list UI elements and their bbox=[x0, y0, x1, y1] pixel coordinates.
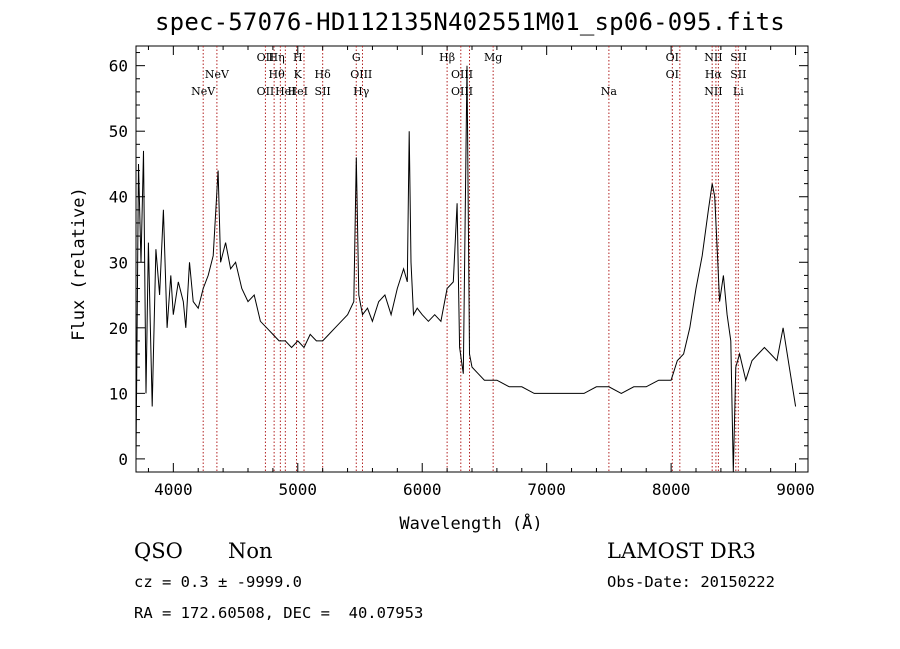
y-tick-label: 20 bbox=[109, 319, 128, 338]
chart-title: spec-57076-HD112135N402551M01_sp06-095.f… bbox=[155, 8, 785, 36]
x-tick-label: 7000 bbox=[527, 480, 566, 499]
plot-border bbox=[135, 45, 809, 473]
x-tick-label: 5000 bbox=[279, 480, 318, 499]
emission-line-label: HeI bbox=[288, 85, 308, 98]
emission-line-label: K bbox=[294, 68, 303, 81]
survey-label: LAMOST DR3 bbox=[607, 539, 756, 563]
emission-line-label: Hα bbox=[705, 68, 723, 81]
emission-line-label: NeV bbox=[191, 85, 216, 98]
emission-line-label: OIII bbox=[350, 68, 372, 81]
spectrum-series bbox=[135, 65, 797, 473]
x-tick-label: 9000 bbox=[776, 480, 815, 499]
emission-line-label: NII bbox=[704, 85, 722, 98]
emission-line-label: SII bbox=[315, 85, 331, 98]
emission-line-label: G bbox=[352, 51, 361, 64]
x-tick-label: 4000 bbox=[154, 480, 193, 499]
y-tick-label: 50 bbox=[109, 122, 128, 141]
emission-line-markers bbox=[202, 46, 739, 472]
plot-frame bbox=[135, 45, 809, 473]
emission-line-label: HeI bbox=[275, 85, 295, 98]
obs-date: Obs-Date: 20150222 bbox=[607, 573, 775, 591]
y-tick-label: 30 bbox=[109, 253, 128, 272]
emission-line-label: NeV bbox=[205, 68, 230, 81]
emission-line-labels: NeVNeVOIIOIIHηHθHeIHKHeIHδSIIGOIIIHγHβOI… bbox=[191, 51, 746, 98]
emission-line-label: Li bbox=[733, 85, 744, 98]
emission-line-label: OIII bbox=[451, 68, 473, 81]
emission-line-label: SII bbox=[730, 51, 746, 64]
emission-line-label: OIII bbox=[451, 85, 473, 98]
emission-line-label: Na bbox=[601, 85, 618, 98]
subclass-label: Non bbox=[228, 539, 273, 563]
emission-line-label: H bbox=[293, 51, 303, 64]
emission-line-label: Mg bbox=[484, 51, 502, 64]
emission-line-label: Hθ bbox=[269, 68, 286, 81]
emission-line-label: Hη bbox=[269, 51, 285, 64]
x-axis-label: Wavelength (Å) bbox=[399, 512, 542, 534]
emission-line-label: OI bbox=[666, 51, 679, 64]
emission-line-label: Hγ bbox=[353, 85, 370, 98]
y-axis-label: Flux (relative) bbox=[69, 187, 89, 341]
y-tick-label: 10 bbox=[109, 384, 128, 403]
emission-line-label: NII bbox=[704, 51, 722, 64]
y-tick-label: 60 bbox=[109, 57, 128, 76]
axis-ticks: 4000 5000 6000 7000 8000 9000 0 10 20 30 40 50 60 bbox=[109, 46, 815, 499]
coordinates: RA = 172.60508, DEC = 40.07953 bbox=[134, 604, 424, 622]
y-tick-label: 0 bbox=[118, 450, 128, 469]
class-label: QSO bbox=[134, 539, 183, 563]
y-tick-label: 40 bbox=[109, 188, 128, 207]
x-tick-label: 8000 bbox=[652, 480, 691, 499]
emission-line-label: SII bbox=[730, 68, 746, 81]
emission-line-label: OII bbox=[257, 85, 275, 98]
spectrum-line bbox=[135, 65, 797, 473]
x-tick-label: 6000 bbox=[403, 480, 442, 499]
emission-line-label: Hδ bbox=[315, 68, 332, 81]
emission-line-label: OI bbox=[666, 68, 679, 81]
cz-readout: cz = 0.3 ± -9999.0 bbox=[134, 573, 302, 591]
emission-line-label: Hβ bbox=[439, 51, 455, 64]
emission-line-label: OII bbox=[257, 51, 275, 64]
